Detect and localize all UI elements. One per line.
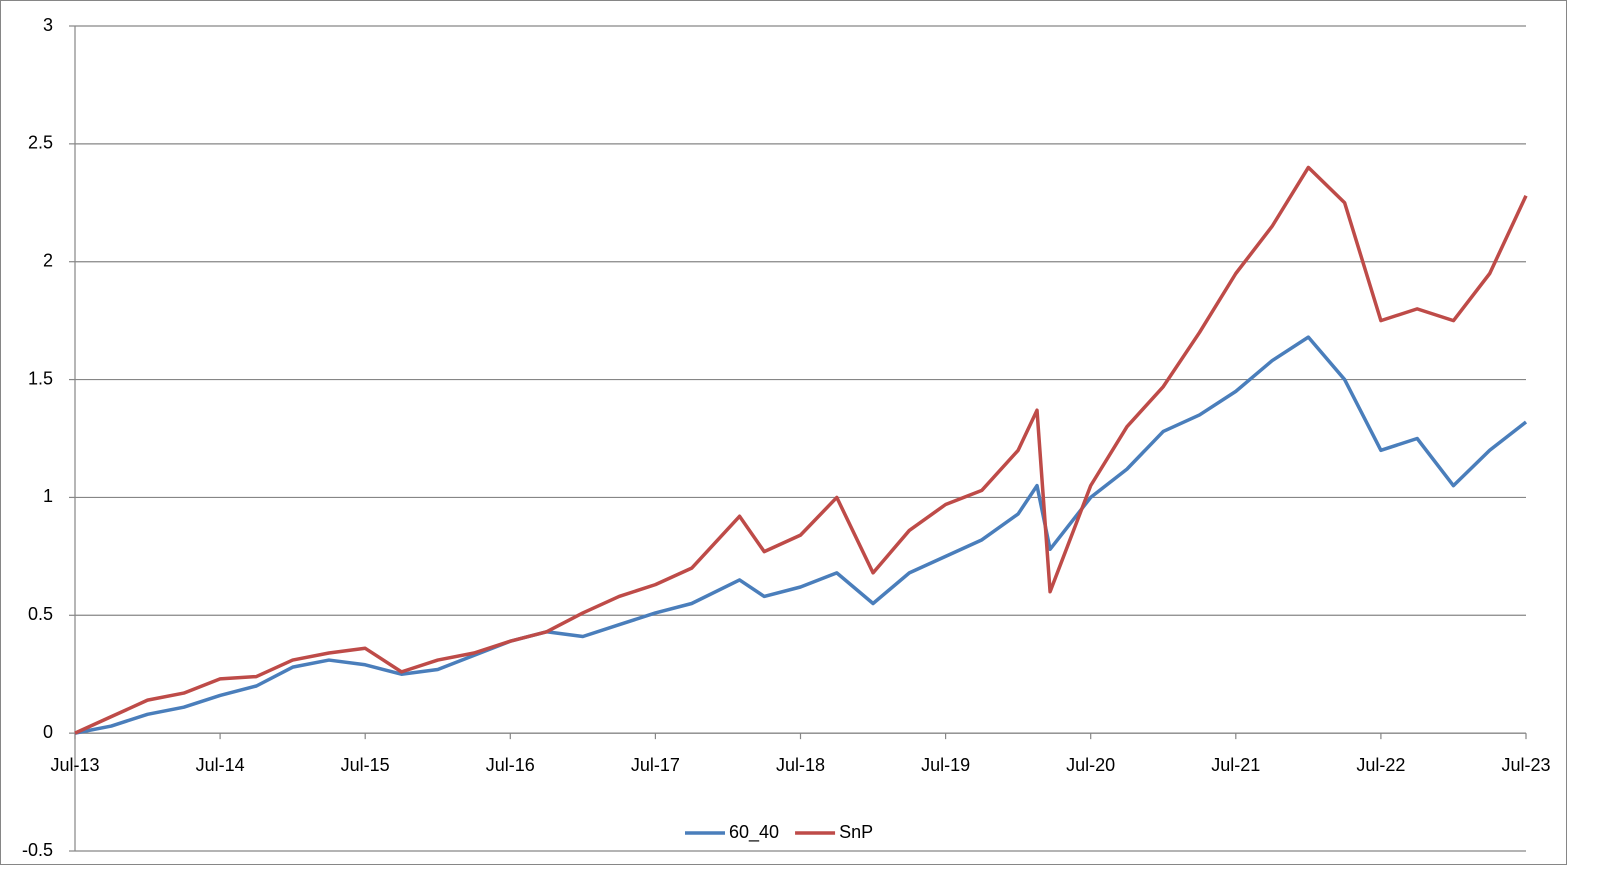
x-tick-label: Jul-19: [921, 755, 970, 775]
x-tick-label: Jul-21: [1211, 755, 1260, 775]
x-tick-label: Jul-20: [1066, 755, 1115, 775]
chart-border: [0, 0, 1567, 865]
y-tick-label: 0: [43, 722, 53, 742]
x-tick-label: Jul-17: [631, 755, 680, 775]
legend-label: SnP: [839, 822, 873, 842]
line-series: [74, 335, 1528, 735]
y-tick-label: 3: [43, 15, 53, 35]
x-tick-label: Jul-18: [776, 755, 825, 775]
x-tick-label: Jul-16: [486, 755, 535, 775]
legend-label: 60_40: [729, 822, 779, 843]
x-tick-label: Jul-14: [196, 755, 245, 775]
x-tick-label: Jul-23: [1501, 755, 1550, 775]
y-tick-label: 2.5: [28, 133, 53, 153]
line-series: [74, 165, 1528, 735]
y-tick-label: -0.5: [22, 840, 53, 860]
x-tick-label: Jul-22: [1356, 755, 1405, 775]
x-tick-label: Jul-13: [50, 755, 99, 775]
y-tick-label: 0.5: [28, 604, 53, 624]
x-tick-label: Jul-15: [341, 755, 390, 775]
y-tick-label: 1: [43, 486, 53, 506]
y-tick-label: 2: [43, 250, 53, 270]
y-tick-label: 1.5: [28, 368, 53, 388]
